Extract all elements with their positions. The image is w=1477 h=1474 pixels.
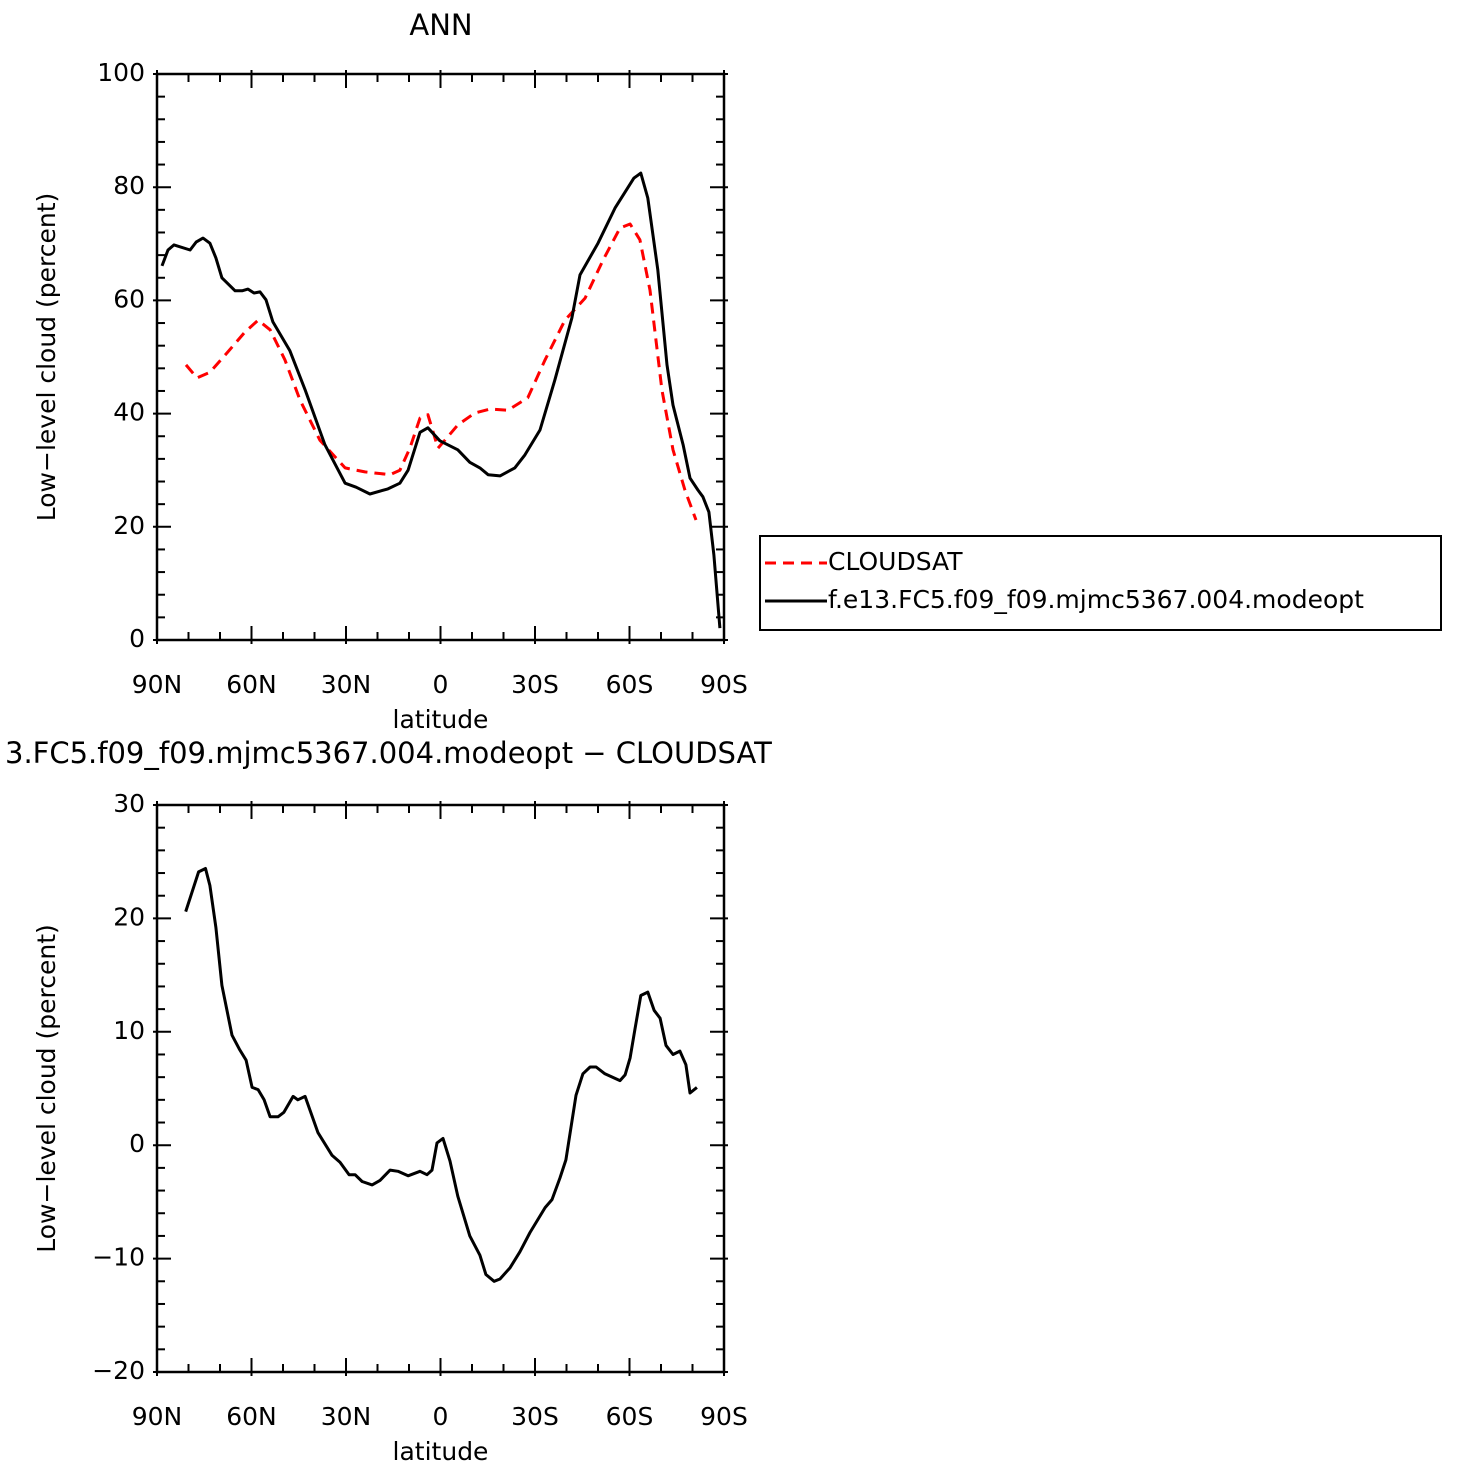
data-line: [184, 867, 698, 1283]
y-tick-label: 60: [113, 284, 145, 313]
x-tick-label: 60S: [606, 1402, 654, 1431]
data-line: [160, 171, 722, 629]
x-tick-label: 0: [433, 1402, 449, 1431]
x-tick-label: 30S: [511, 1402, 559, 1431]
legend-box: [759, 535, 1442, 631]
x-tick-label: 90S: [700, 670, 748, 699]
x-tick-label: 30N: [321, 670, 372, 699]
y-tick-label: 30: [113, 789, 145, 818]
chart-title: 3.FC5.f09_f09.mjmc5367.004.modeopt − CLO…: [5, 736, 772, 770]
x-tick-label: 90N: [132, 670, 183, 699]
x-tick-label: 30N: [321, 1402, 372, 1431]
x-tick-label: 30S: [511, 670, 559, 699]
y-tick-label: 10: [113, 1016, 145, 1045]
legend-label: f.e13.FC5.f09_f09.mjmc5367.004.modeopt: [828, 585, 1364, 614]
y-tick-label: 20: [113, 902, 145, 931]
x-tick-label: 60N: [226, 670, 277, 699]
plot-frame: [155, 803, 726, 1374]
y-axis-label: Low−level cloud (percent): [32, 924, 61, 1252]
legend-label: CLOUDSAT: [828, 547, 963, 576]
y-tick-label: 80: [113, 171, 145, 200]
x-axis-label: latitude: [393, 1437, 489, 1466]
plot-frame: [155, 72, 726, 642]
x-tick-label: 60S: [606, 670, 654, 699]
x-tick-label: 90S: [700, 1402, 748, 1431]
x-tick-label: 0: [433, 670, 449, 699]
y-tick-label: 40: [113, 398, 145, 427]
y-tick-label: −20: [92, 1356, 145, 1385]
y-tick-label: 0: [129, 624, 145, 653]
y-tick-label: 0: [129, 1129, 145, 1158]
x-axis-label: latitude: [393, 705, 489, 734]
chart-title: ANN: [409, 8, 472, 42]
x-tick-label: 60N: [226, 1402, 277, 1431]
y-tick-label: −10: [92, 1243, 145, 1272]
y-tick-label: 100: [97, 58, 145, 87]
data-line: [184, 222, 698, 521]
y-tick-label: 20: [113, 511, 145, 540]
x-tick-label: 90N: [132, 1402, 183, 1431]
y-axis-label: Low−level cloud (percent): [32, 193, 61, 521]
